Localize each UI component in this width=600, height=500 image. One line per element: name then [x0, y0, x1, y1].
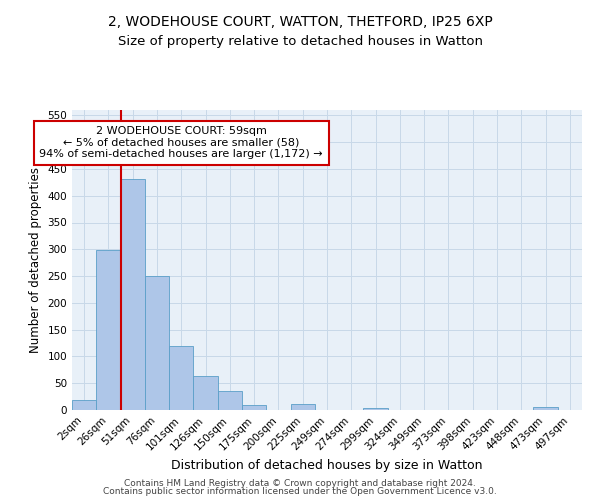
Text: 2 WODEHOUSE COURT: 59sqm
← 5% of detached houses are smaller (58)
94% of semi-de: 2 WODEHOUSE COURT: 59sqm ← 5% of detache… [40, 126, 323, 160]
Bar [96, 250, 121, 410]
Bar [72, 400, 96, 410]
X-axis label: Distribution of detached houses by size in Watton: Distribution of detached houses by size … [171, 458, 483, 471]
Bar [169, 346, 193, 410]
Bar [193, 376, 218, 410]
Y-axis label: Number of detached properties: Number of detached properties [29, 167, 42, 353]
Bar [290, 404, 315, 410]
Bar [145, 276, 169, 410]
Bar [242, 405, 266, 410]
Bar [533, 408, 558, 410]
Bar [218, 390, 242, 410]
Text: 2, WODEHOUSE COURT, WATTON, THETFORD, IP25 6XP: 2, WODEHOUSE COURT, WATTON, THETFORD, IP… [107, 15, 493, 29]
Text: Size of property relative to detached houses in Watton: Size of property relative to detached ho… [118, 35, 482, 48]
Bar [121, 178, 145, 410]
Bar [364, 408, 388, 410]
Text: Contains HM Land Registry data © Crown copyright and database right 2024.: Contains HM Land Registry data © Crown c… [124, 478, 476, 488]
Text: Contains public sector information licensed under the Open Government Licence v3: Contains public sector information licen… [103, 487, 497, 496]
